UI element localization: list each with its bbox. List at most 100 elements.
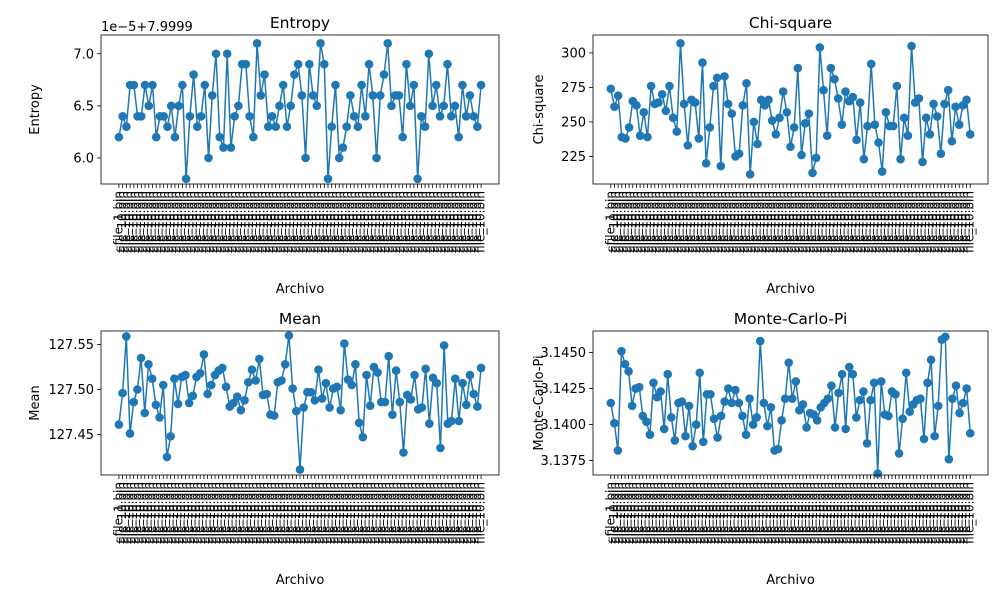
data-point [357,80,366,90]
x-tick-label: file_10.bin [689,482,703,544]
x-tick-label: file_10.bin [278,482,292,544]
x-tick-label: file_10.bin [952,191,966,253]
data-point [933,401,943,411]
data-point [450,101,460,111]
data-point [188,391,198,401]
x-tick-label: file_10.bin [860,482,874,544]
data-point [247,365,257,375]
data-point [288,384,297,393]
x-tick-label: file_10.bin [728,191,742,253]
x-tick-label: file_10.bin [321,191,335,253]
x-tick-label: file_10.bin [354,191,368,253]
data-point [351,360,360,369]
data-point [672,127,682,136]
x-tick-label: file_10.bin [296,482,310,544]
data-point [118,388,127,398]
x-tick-label: file_10.bin [908,191,922,253]
data-point [399,448,408,457]
x-tick-label: file_10.bin [433,482,447,544]
data-point [362,370,371,380]
data-point [800,118,810,128]
data-point [642,417,651,427]
data-point [338,143,348,152]
x-tick-label: file_10.bin [794,191,808,253]
data-point [639,107,649,117]
chart-panel-4: file_1.binfile_10.binfile_10.binfile_10.… [532,310,989,588]
x-tick-label: file_10.bin [842,191,856,253]
x-tick-label: file_10.bin [724,482,738,544]
x-tick-label: file_10.bin [852,482,866,544]
x-tick-label: file_10.bin [289,482,303,544]
x-axis-label: Archivo [766,282,815,297]
data-point [954,120,964,129]
x-tick-label: file_10.bin [696,482,710,544]
data-point [373,368,382,377]
data-point [358,432,368,442]
data-point [114,132,124,142]
x-tick-label: file_10.bin [167,191,181,253]
x-tick-label: file_10.bin [448,482,462,544]
data-point [476,363,486,373]
y-ticks: 127.45 127.50 127.55 [49,338,101,443]
data-point [346,91,355,100]
x-tick-label: file_10.bin [244,482,258,544]
data-point [354,418,364,428]
x-tick-label: file_10.bin [466,482,480,544]
data-point [405,101,415,111]
x-tick-label: file_10.bin [287,191,301,253]
data-point [621,134,630,143]
data-point [435,111,445,121]
x-tick-label: file_10.bin [895,482,909,544]
x-tick-label: file_10.bin [702,191,716,253]
data-point [174,101,183,111]
x-tick-label: file_10.bin [418,482,432,544]
data-point [929,99,938,109]
y-axis-label: Chi-square [532,75,547,145]
data-point [837,120,847,129]
x-tick-label: file_10.bin [219,482,233,544]
data-point [881,107,891,117]
x-tick-label: file_10.bin [130,482,144,544]
x-tick-label: file_10.bin [948,482,962,544]
data-point [255,354,264,364]
data-point [417,403,427,412]
x-tick-label: file_10.bin [309,191,323,253]
data-point [144,101,154,111]
x-tick-label: file_10.bin [650,482,664,544]
x-tick-label: file_10.bin [871,191,885,253]
data-point [830,74,839,84]
data-point [260,70,269,79]
x-tick-label: file_10.bin [658,191,672,253]
data-point [962,95,971,105]
x-tick-label: file_10.bin [749,482,763,544]
data-point [305,59,314,69]
data-point [331,80,340,90]
data-point [684,401,694,411]
data-point [610,418,619,428]
x-tick-label: file_10.bin [333,482,347,544]
data-point [752,413,761,422]
x-tick-label: file_10.bin [955,191,969,253]
x-tick-label: file_10.bin [248,482,262,544]
data-point [815,43,825,52]
x-tick-label: file_10.bin [159,482,173,544]
x-tick-label: file_10.bin [369,191,383,253]
data-point [349,111,359,121]
x-tick-label: file_10.bin [757,191,771,253]
data-point [624,367,633,376]
data-point [941,332,950,342]
x-tick-label: file_10.bin [246,191,260,253]
data-point [918,157,927,167]
x-tick-label: file_10.bin [455,482,469,544]
y-tick-label: 3.1400 [541,418,587,433]
x-tick-label: file_10.bin [699,482,713,544]
data-point [295,465,305,474]
x-tick-label: file_10.bin [411,482,425,544]
data-point [755,336,765,346]
x-tick-label: file_10.bin [810,482,824,544]
data-point [694,134,704,143]
chart-title: Entropy [270,14,330,32]
x-tick-label: file_10.bin [171,191,185,253]
x-tick-label: file_1.bin [111,191,125,245]
data-point [122,122,131,131]
